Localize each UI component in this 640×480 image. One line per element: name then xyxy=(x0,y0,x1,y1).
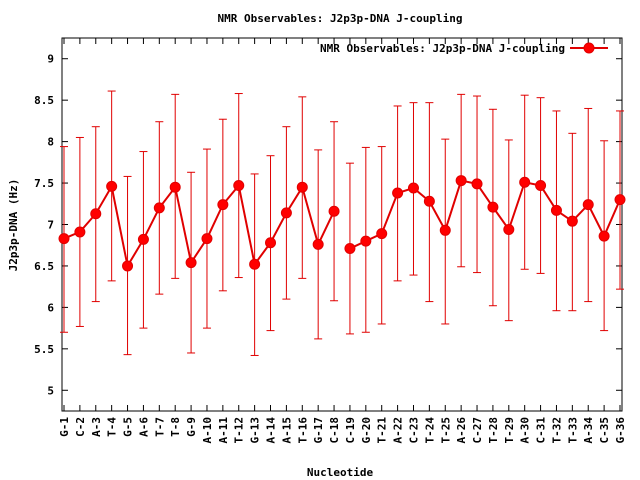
x-tick-label: A-15 xyxy=(280,417,293,444)
data-point xyxy=(407,182,419,194)
data-point xyxy=(265,237,277,249)
y-axis-label: J2p3p-DNA (Hz) xyxy=(7,179,20,272)
series-points xyxy=(58,175,626,272)
data-point xyxy=(439,224,451,236)
data-point xyxy=(122,260,134,272)
data-point xyxy=(582,199,594,211)
data-point xyxy=(217,199,229,211)
x-tick-label: C-19 xyxy=(344,417,357,444)
data-point xyxy=(376,228,388,240)
y-tick-label: 6 xyxy=(47,301,54,314)
x-axis: G-1 C-2 A-3 T-4 G-5 A-6 T-7 T-8 G-9 A-10 A-11 T-12 G… xyxy=(58,38,627,444)
x-tick-label: T-16 xyxy=(296,417,309,444)
data-point xyxy=(344,243,356,255)
data-point xyxy=(423,195,435,207)
x-tick-label: A-14 xyxy=(265,417,278,444)
error-bars xyxy=(60,90,624,356)
data-point xyxy=(296,181,308,193)
data-point xyxy=(185,257,197,269)
x-tick-label: C-35 xyxy=(598,417,611,444)
x-tick-label: A-3 xyxy=(90,417,103,437)
data-point xyxy=(169,181,181,193)
x-tick-label: A-30 xyxy=(519,417,532,444)
data-point xyxy=(233,180,245,192)
series-line xyxy=(63,179,621,269)
y-tick-label: 7.5 xyxy=(34,177,54,190)
data-point xyxy=(614,194,626,206)
y-tick-label: 9 xyxy=(47,53,54,66)
x-tick-label: A-26 xyxy=(455,417,468,444)
x-tick-label: G-17 xyxy=(312,417,325,444)
data-point xyxy=(392,187,404,199)
data-point xyxy=(550,204,562,216)
x-tick-label: C-18 xyxy=(328,417,341,444)
legend: NMR Observables: J2p3p-DNA J-coupling xyxy=(320,42,608,55)
x-tick-label: T-4 xyxy=(106,417,119,437)
data-point xyxy=(360,235,372,247)
data-point xyxy=(249,258,261,270)
data-point xyxy=(471,178,483,190)
data-point xyxy=(487,201,499,213)
legend-marker xyxy=(583,42,595,54)
data-point xyxy=(137,233,149,245)
x-tick-label: A-6 xyxy=(137,417,150,437)
data-point xyxy=(280,207,292,219)
data-point xyxy=(455,175,467,187)
data-point xyxy=(201,233,213,245)
x-tick-label: T-28 xyxy=(487,417,500,444)
x-tick-label: A-22 xyxy=(392,417,405,444)
chart-title: NMR Observables: J2p3p-DNA J-coupling xyxy=(217,12,462,25)
y-axis: 5 5.5 6 6.5 7 7.5 8 8.5 9 xyxy=(34,53,622,397)
x-tick-label: G-20 xyxy=(360,417,373,444)
x-tick-label: C-31 xyxy=(535,417,548,444)
x-tick-label: T-29 xyxy=(503,417,516,444)
x-tick-label: T-25 xyxy=(439,417,452,444)
data-point xyxy=(598,230,610,242)
series-line-segment xyxy=(349,179,621,250)
data-point xyxy=(328,205,340,217)
y-tick-label: 7 xyxy=(47,219,54,232)
y-tick-label: 5 xyxy=(47,384,54,397)
x-tick-label: G-36 xyxy=(614,417,627,444)
data-point xyxy=(106,180,118,192)
data-point xyxy=(90,208,102,220)
x-tick-label: G-1 xyxy=(58,417,71,437)
x-tick-label: G-9 xyxy=(185,417,198,437)
data-point xyxy=(58,233,70,245)
x-tick-label: G-13 xyxy=(249,417,262,444)
x-tick-label: A-10 xyxy=(201,417,214,444)
data-point xyxy=(535,180,547,192)
y-tick-label: 6.5 xyxy=(34,260,54,273)
data-point xyxy=(566,215,578,227)
legend-label: NMR Observables: J2p3p-DNA J-coupling xyxy=(320,42,565,55)
data-point xyxy=(153,202,165,214)
x-tick-label: T-7 xyxy=(153,417,166,437)
data-point xyxy=(312,238,324,250)
x-tick-label: A-34 xyxy=(582,417,595,444)
series-line-segment xyxy=(63,183,335,269)
y-tick-label: 8.5 xyxy=(34,94,54,107)
y-tick-label: 5.5 xyxy=(34,343,54,356)
x-axis-label: Nucleotide xyxy=(307,466,374,479)
x-tick-label: C-2 xyxy=(74,417,87,437)
x-tick-label: T-33 xyxy=(566,417,579,444)
x-tick-label: T-12 xyxy=(233,417,246,444)
x-tick-label: A-11 xyxy=(217,417,230,444)
x-tick-label: C-27 xyxy=(471,417,484,444)
x-tick-label: T-24 xyxy=(423,417,436,444)
data-point xyxy=(74,226,86,238)
data-point xyxy=(519,176,531,188)
y-tick-label: 8 xyxy=(47,136,54,149)
x-tick-label: T-21 xyxy=(376,417,389,444)
data-point xyxy=(503,223,515,235)
x-tick-label: C-23 xyxy=(407,417,420,444)
x-tick-label: T-32 xyxy=(550,417,563,444)
plot-frame xyxy=(61,37,623,412)
x-tick-label: G-5 xyxy=(122,417,135,437)
x-tick-label: T-8 xyxy=(169,417,182,437)
